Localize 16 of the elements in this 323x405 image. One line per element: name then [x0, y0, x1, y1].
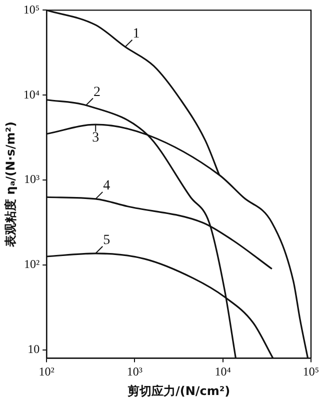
- y-tick-label: 10: [28, 342, 40, 356]
- y-tick-label: 10⁴: [23, 87, 40, 102]
- x-tick-label: 10²: [38, 364, 55, 379]
- x-axis-title: 剪切应力/(N/cm²): [127, 384, 230, 398]
- annotation: 5: [103, 233, 110, 248]
- annotation: 4: [103, 178, 110, 194]
- y-axis-title: 表观粘度 ηₐ/(N·s/m²): [3, 121, 18, 248]
- x-tick-label: 10⁵: [302, 364, 320, 379]
- annotation: 3: [92, 130, 100, 146]
- annotation: 2: [93, 84, 100, 100]
- annotation: 1: [132, 26, 140, 42]
- y-tick-label: 10⁵: [23, 2, 40, 16]
- x-tick-label: 10³: [126, 364, 143, 379]
- y-tick-label: 10²: [24, 257, 40, 272]
- y-tick-label: 10³: [24, 172, 40, 186]
- x-tick-label: 10⁴: [214, 364, 231, 379]
